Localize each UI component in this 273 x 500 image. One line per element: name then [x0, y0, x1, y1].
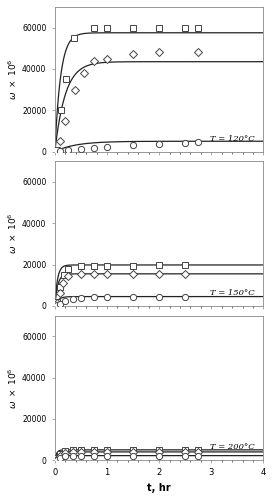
Y-axis label: $\omega\ \times\ 10^6$: $\omega\ \times\ 10^6$	[7, 367, 19, 408]
Text: T = 200°C: T = 200°C	[210, 444, 255, 452]
Y-axis label: $\omega\ \times\ 10^6$: $\omega\ \times\ 10^6$	[7, 58, 19, 100]
Y-axis label: $\omega\ \times\ 10^6$: $\omega\ \times\ 10^6$	[7, 212, 19, 254]
Text: T = 120°C: T = 120°C	[210, 135, 255, 143]
X-axis label: t, hr: t, hr	[147, 483, 171, 493]
Text: T = 150°C: T = 150°C	[210, 289, 255, 297]
